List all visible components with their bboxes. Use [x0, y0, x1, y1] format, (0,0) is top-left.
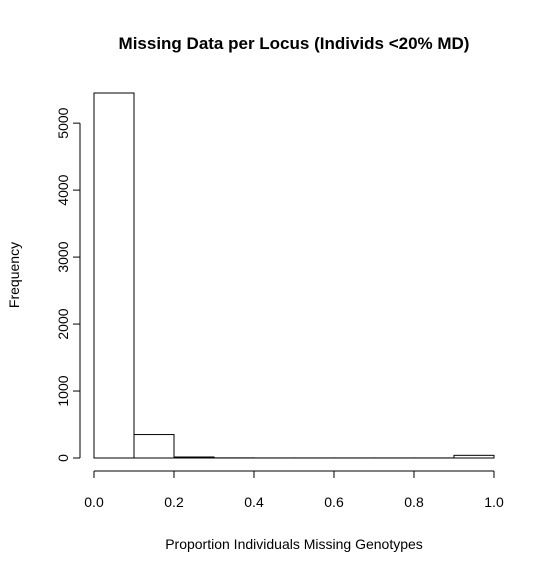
x-tick-label-5: 1.0 — [484, 494, 504, 510]
y-axis: 0 1000 2000 3000 4000 5000 — [55, 107, 81, 462]
y-tick-label-5: 5000 — [55, 107, 71, 138]
chart-title: Missing Data per Locus (Individs <20% MD… — [119, 34, 470, 53]
y-tick-label-0: 0 — [55, 454, 71, 462]
histogram-bar-2 — [173, 456, 215, 459]
x-tick-label-1: 0.2 — [164, 494, 184, 510]
x-tick-label-2: 0.4 — [244, 494, 264, 510]
y-tick-label-3: 3000 — [55, 241, 71, 272]
y-tick-label-1: 1000 — [55, 375, 71, 406]
x-tick-label-4: 0.8 — [404, 494, 424, 510]
x-axis: 0.0 0.2 0.4 0.6 0.8 1.0 — [84, 470, 504, 510]
bars-group — [93, 92, 495, 459]
histogram-bar-0 — [93, 92, 135, 459]
histogram-bar-1 — [133, 434, 175, 459]
x-tick-label-0: 0.0 — [84, 494, 104, 510]
x-tick-label-3: 0.6 — [324, 494, 344, 510]
y-axis-label: Frequency — [6, 242, 22, 308]
histogram-bar-9 — [453, 454, 495, 459]
y-tick-label-4: 4000 — [55, 174, 71, 205]
x-axis-label: Proportion Individuals Missing Genotypes — [165, 536, 423, 552]
y-tick-label-2: 2000 — [55, 308, 71, 339]
